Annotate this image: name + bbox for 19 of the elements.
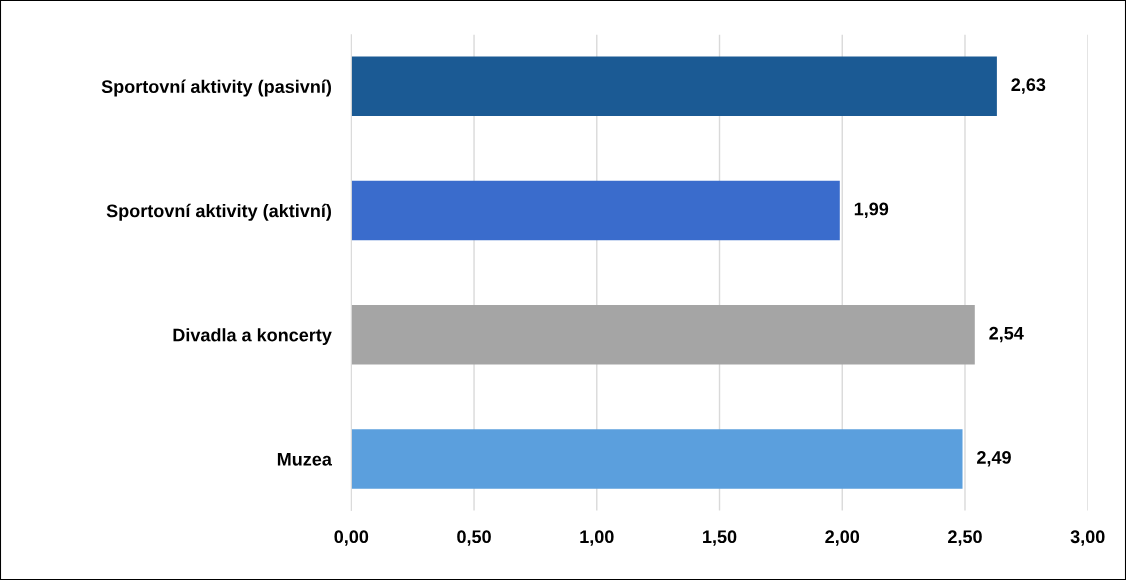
data-label: 2,49 xyxy=(977,451,1011,467)
x-tick-label: 2,00 xyxy=(825,530,860,546)
y-tick-label: Sportovní aktivity (pasivní) xyxy=(101,79,331,97)
data-label: 2,54 xyxy=(989,326,1024,343)
x-tick-label: 1,00 xyxy=(580,530,614,546)
data-label: 2,63 xyxy=(1011,78,1046,94)
x-tick-label: 2,50 xyxy=(948,530,982,546)
bar xyxy=(351,304,975,365)
y-tick-label: Divadla a koncerty xyxy=(173,328,332,346)
bar xyxy=(351,56,997,117)
data-label: 1,99 xyxy=(854,202,889,218)
x-tick-label: 3,00 xyxy=(1070,530,1105,546)
x-tick-label: 0,50 xyxy=(457,530,491,546)
bar xyxy=(351,180,840,241)
x-tick-label: 0,00 xyxy=(334,530,369,546)
y-tick-label: Muzea xyxy=(277,453,332,466)
y-tick-label: Sportovní aktivity (aktivní) xyxy=(106,203,331,221)
bar xyxy=(351,429,963,489)
x-tick-label: 1,50 xyxy=(703,530,737,546)
